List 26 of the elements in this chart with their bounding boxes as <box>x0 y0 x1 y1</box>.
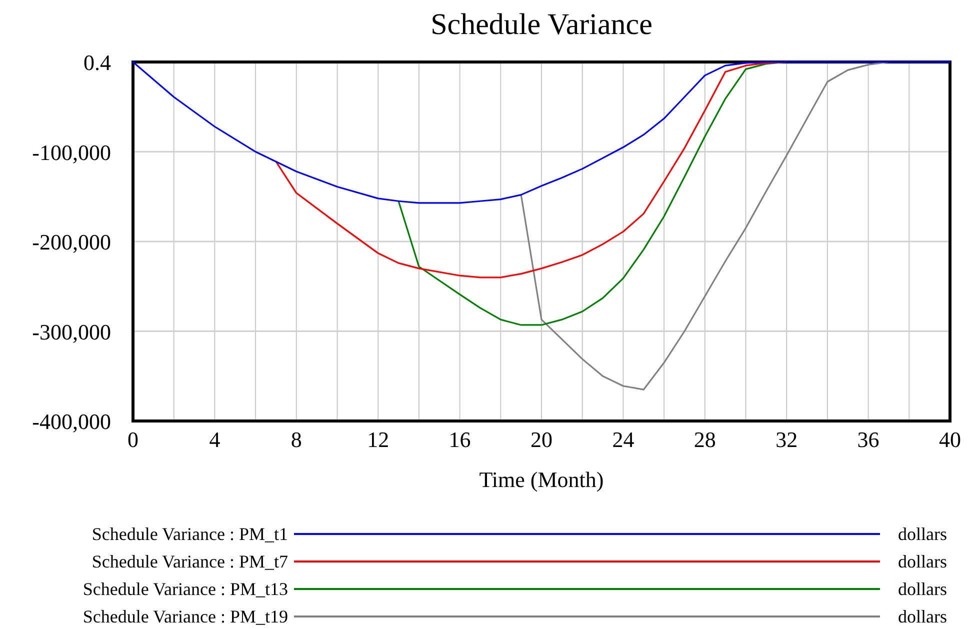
x-tick-label: 20 <box>530 427 552 452</box>
legend-label: Schedule Variance : PM_t1 <box>92 524 288 544</box>
x-tick-label: 32 <box>776 427 798 452</box>
y-tick-label: -300,000 <box>32 319 111 344</box>
legend-label: Schedule Variance : PM_t19 <box>82 606 288 626</box>
x-tick-label: 16 <box>448 427 471 452</box>
legend-label: Schedule Variance : PM_t13 <box>82 579 288 599</box>
y-tick-label: 0.4 <box>84 50 111 75</box>
x-tick-label: 28 <box>694 427 716 452</box>
x-tick-label: 4 <box>209 427 220 452</box>
x-tick-label: 12 <box>367 427 390 452</box>
chart-title: Schedule Variance <box>430 8 652 41</box>
x-tick-label: 24 <box>612 427 634 452</box>
x-tick-label: 36 <box>857 427 880 452</box>
x-tick-label: 0 <box>128 427 138 452</box>
text: dollars <box>898 606 947 626</box>
x-tick-label: 40 <box>939 427 961 452</box>
y-tick-label: -200,000 <box>32 230 111 254</box>
text: dollars <box>898 552 947 572</box>
y-tick-label: -100,000 <box>32 140 111 165</box>
text: dollars <box>898 579 947 599</box>
x-axis-title: Time (Month) <box>479 467 604 492</box>
text: dollars <box>898 524 947 544</box>
y-tick-label: -400,000 <box>32 409 111 434</box>
x-tick-label: 8 <box>290 427 302 452</box>
legend-label: Schedule Variance : PM_t7 <box>92 552 288 572</box>
